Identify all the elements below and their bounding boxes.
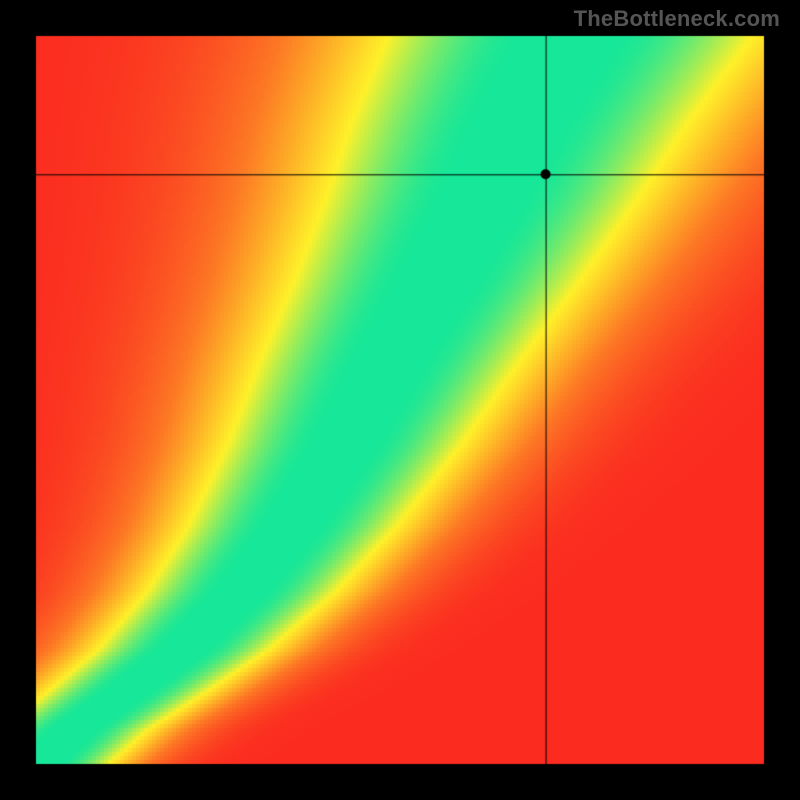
bottleneck-heatmap <box>0 0 800 800</box>
watermark-text: TheBottleneck.com <box>574 6 780 32</box>
